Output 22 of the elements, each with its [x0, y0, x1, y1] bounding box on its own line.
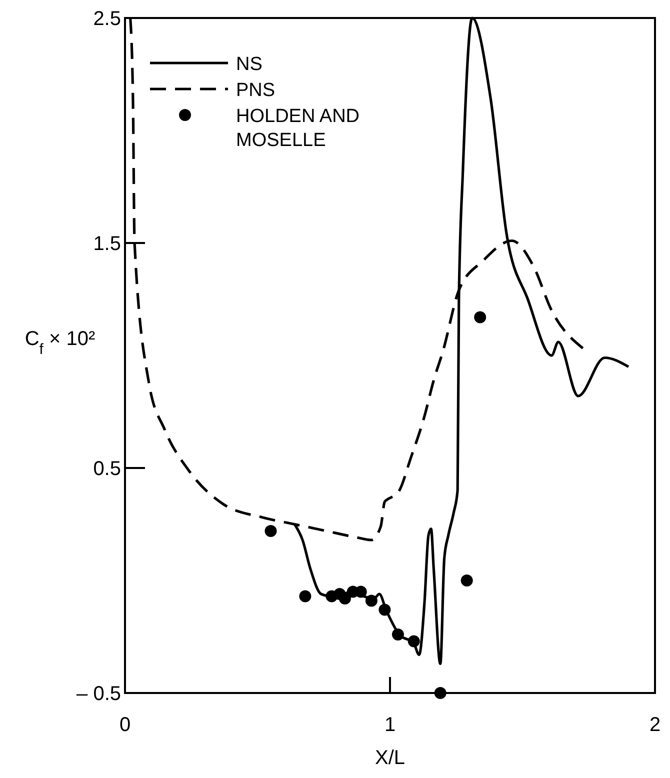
point — [474, 311, 486, 324]
y-axis-title: C$_{f}$ × 10² — [24, 328, 96, 358]
x-tick-label: 0 — [119, 714, 131, 736]
point — [378, 604, 391, 616]
point — [460, 574, 473, 586]
x-axis-title: X/L — [374, 747, 406, 769]
y-tick-label: – 0.5 — [76, 683, 121, 705]
point — [392, 628, 404, 640]
point — [299, 590, 312, 602]
y-tick-label: 2.5 — [93, 8, 121, 30]
legend-label: NS — [236, 54, 262, 75]
x-tick-label: 2 — [649, 714, 661, 736]
x-tick-label: 1 — [384, 714, 396, 736]
point — [365, 594, 378, 607]
y-tick-label: 0.5 — [93, 458, 121, 480]
legend-label: PNS — [236, 80, 276, 101]
point — [434, 687, 446, 699]
point — [338, 592, 351, 604]
point — [408, 635, 420, 648]
y-tick-label: 1.5 — [93, 233, 121, 255]
point — [264, 525, 277, 537]
legend-label: HOLDEN AND MOSELLE — [236, 106, 360, 151]
